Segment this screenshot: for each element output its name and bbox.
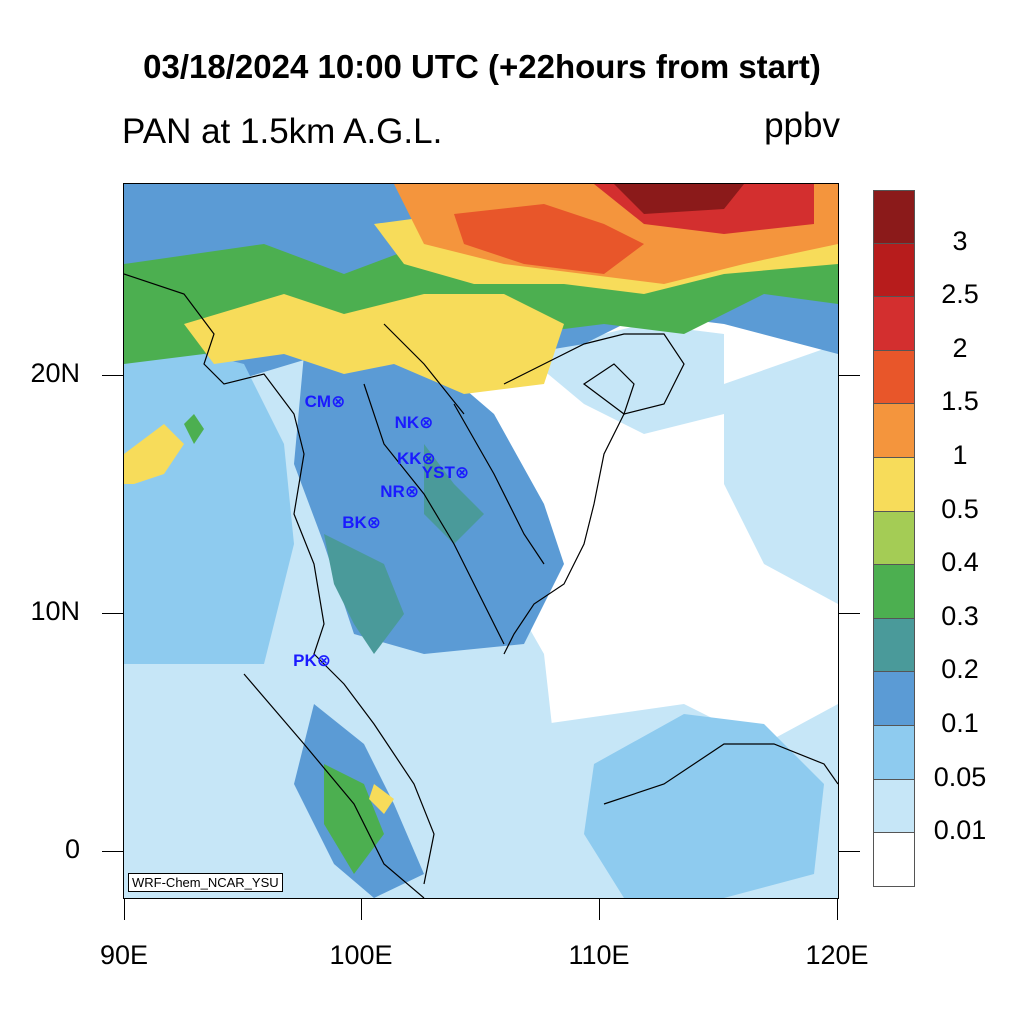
colorbar-swatch — [873, 725, 915, 780]
x-tick — [124, 898, 125, 920]
station-code: KK — [396, 449, 422, 469]
lat-label-10n: 10N — [30, 596, 80, 626]
station-code: PK — [293, 651, 317, 671]
station-marker-nr: NR⊗ — [380, 482, 419, 502]
station-marker-kk: KK⊗ — [397, 449, 436, 469]
colorbar-swatch — [873, 297, 915, 351]
colorbar-label: 2.5 — [941, 279, 979, 310]
y-tick — [838, 613, 860, 614]
colorbar-swatch — [873, 243, 915, 298]
lon-label-120e: 120E — [805, 940, 869, 970]
station-code: NK — [394, 413, 420, 433]
model-watermark: WRF-Chem_NCAR_YSU — [128, 873, 283, 892]
station-marker-bk: BK⊗ — [342, 513, 381, 533]
colorbar-label: 0.3 — [941, 600, 979, 631]
station-code: NR — [380, 482, 405, 502]
colorbar — [873, 190, 915, 887]
lat-label-0: 0 — [64, 834, 80, 864]
station-marker-yst: YST⊗ — [422, 463, 469, 483]
variable-subtitle: PAN at 1.5km A.G.L. — [122, 112, 443, 151]
colorbar-swatch — [873, 404, 915, 458]
lon-label-100e: 100E — [329, 940, 393, 970]
station-circle-cross-icon: ⊗ — [404, 482, 420, 502]
colorbar-label: 0.01 — [933, 815, 987, 846]
x-tick — [599, 898, 600, 920]
colorbar-label: 0.05 — [933, 761, 987, 792]
colorbar-swatch — [873, 190, 915, 244]
station-circle-cross-icon: ⊗ — [366, 513, 382, 533]
colorbar-swatch — [873, 779, 915, 834]
colorbar-swatch — [873, 565, 915, 619]
station-circle-cross-icon: ⊗ — [331, 391, 346, 411]
lat-label-20n: 20N — [30, 358, 80, 388]
colorbar-label: 0.5 — [941, 493, 979, 524]
station-circle-cross-icon: ⊗ — [421, 449, 436, 469]
map-panel — [124, 184, 838, 898]
colorbar-swatch — [873, 833, 915, 887]
colorbar-label: 3 — [952, 225, 968, 256]
station-code: CM — [304, 391, 332, 411]
colorbar-label: 0.2 — [941, 654, 979, 685]
units-label: ppbv — [764, 106, 840, 145]
y-tick — [838, 375, 860, 376]
colorbar-label: 0.4 — [941, 547, 979, 578]
colorbar-swatch — [873, 618, 915, 673]
colorbar-swatch — [873, 350, 915, 405]
pan-concentration-field — [124, 184, 838, 898]
station-marker-cm: CM⊗ — [305, 392, 346, 412]
colorbar-label: 0.1 — [941, 708, 979, 738]
y-tick — [838, 851, 860, 852]
station-marker-nk: NK⊗ — [395, 413, 434, 433]
station-circle-cross-icon: ⊗ — [419, 413, 434, 433]
colorbar-swatch — [873, 511, 915, 566]
station-marker-pk: PK⊗ — [293, 651, 331, 671]
x-tick — [361, 898, 362, 920]
station-circle-cross-icon: ⊗ — [454, 463, 470, 483]
colorbar-swatch — [873, 457, 915, 512]
station-code: BK — [342, 513, 367, 533]
y-tick — [102, 851, 124, 852]
colorbar-swatch — [873, 672, 915, 726]
lon-label-110e: 110E — [568, 940, 630, 970]
colorbar-label: 1.5 — [941, 386, 979, 417]
lon-label-90e: 90E — [99, 940, 149, 970]
station-circle-cross-icon: ⊗ — [316, 651, 332, 671]
station-code: YST — [421, 463, 455, 483]
colorbar-label: 2 — [952, 332, 968, 363]
y-tick — [102, 375, 124, 376]
x-tick — [837, 898, 838, 920]
y-tick — [102, 613, 124, 614]
map-title: 03/18/2024 10:00 UTC (+22hours from star… — [143, 48, 821, 85]
colorbar-label: 1 — [952, 440, 968, 470]
